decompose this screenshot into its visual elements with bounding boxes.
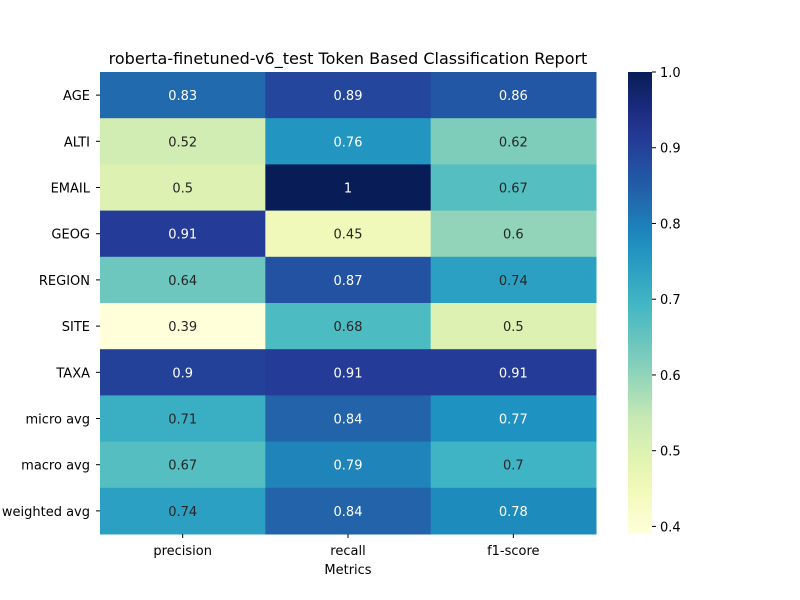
cell-value-label: 0.62 — [499, 135, 528, 150]
heatmap-cell — [100, 303, 266, 350]
cell-value-label: 0.68 — [334, 320, 363, 335]
cell-value-label: 0.74 — [168, 505, 197, 520]
x-tick-label: precision — [153, 544, 212, 559]
y-tick-label: GEOG — [51, 228, 90, 243]
colorbar-tick-label: 1.0 — [660, 66, 681, 81]
cell-value-label: 0.91 — [334, 366, 363, 381]
heatmap-cell — [430, 487, 597, 535]
x-tick-label: f1-score — [487, 544, 539, 559]
heatmap-cell — [430, 72, 597, 119]
heatmap-cell — [265, 441, 432, 489]
y-tick-labels: AGE ALTI EMAIL GEOG REGION SITE TAXA micro avg m… — [2, 89, 100, 520]
heatmap-cell — [100, 441, 266, 489]
heatmap-cell — [430, 303, 597, 350]
heatmap-cell — [430, 118, 597, 165]
chart-title: roberta-finetuned-v6_test Token Based Cl… — [109, 49, 588, 69]
heatmap-cells — [100, 72, 597, 535]
colorbar-tick-label: 0.6 — [660, 369, 681, 384]
cell-value-label: 0.91 — [499, 366, 528, 381]
x-tick-labels: precision recall f1-score — [153, 534, 540, 559]
colorbar-tick-label: 0.8 — [660, 217, 681, 232]
colorbar-tick-label: 0.5 — [660, 445, 681, 460]
cell-value-label: 0.5 — [503, 320, 524, 335]
heatmap-cell — [265, 349, 432, 396]
heatmap-cell — [265, 72, 432, 119]
y-tick-label: AGE — [63, 89, 90, 104]
colorbar-tick-label: 0.7 — [660, 293, 681, 308]
y-tick-label: micro avg — [26, 413, 90, 428]
cell-value-label: 0.83 — [168, 89, 197, 104]
cell-value-label: 0.5 — [172, 182, 193, 197]
y-tick-label: EMAIL — [51, 182, 91, 197]
x-axis-label: Metrics — [324, 563, 371, 578]
heatmap-cell — [100, 487, 266, 535]
cell-value-label: 0.79 — [334, 459, 363, 474]
cell-value-label: 0.45 — [334, 228, 363, 243]
heatmap-cell — [430, 395, 597, 443]
cell-value-label: 0.86 — [499, 89, 528, 104]
y-tick-label: REGION — [39, 274, 90, 289]
heatmap-cell — [265, 256, 432, 304]
heatmap-cell — [265, 210, 432, 258]
heatmap-cell — [430, 349, 597, 396]
y-tick-label: ALTI — [64, 135, 90, 150]
cell-value-label: 0.91 — [168, 228, 197, 243]
cell-value-label: 0.71 — [168, 413, 197, 428]
heatmap-cell — [265, 395, 432, 443]
heatmap-cell — [100, 118, 266, 165]
cell-value-label: 0.39 — [168, 320, 197, 335]
cell-value-label: 0.6 — [503, 228, 524, 243]
heatmap-cell — [430, 210, 597, 258]
cell-value-label: 0.87 — [334, 274, 363, 289]
colorbar-gradient — [628, 72, 652, 534]
cell-value-label: 1 — [344, 182, 352, 197]
heatmap-cell — [100, 210, 266, 258]
colorbar: 0.4 0.5 0.6 0.7 0.8 0.9 1.0 — [628, 66, 681, 535]
x-tick-label: recall — [330, 544, 365, 559]
heatmap-cell — [430, 164, 597, 212]
heatmap-cell — [100, 395, 266, 443]
colorbar-tick-label: 0.4 — [660, 520, 681, 535]
heatmap-cell — [100, 349, 266, 396]
cell-value-label: 0.89 — [334, 89, 363, 104]
colorbar-tick-label: 0.9 — [660, 142, 681, 157]
cell-value-label: 0.9 — [172, 366, 193, 381]
heatmap-cell — [265, 487, 432, 535]
cell-value-label: 0.67 — [499, 182, 528, 197]
cell-value-label: 0.7 — [503, 459, 524, 474]
cell-value-label: 0.64 — [168, 274, 197, 289]
heatmap-cell — [100, 256, 266, 304]
y-tick-label: macro avg — [21, 459, 90, 474]
cell-value-label: 0.52 — [168, 135, 197, 150]
heatmap-cell — [430, 441, 597, 489]
cell-value-label: 0.78 — [499, 505, 528, 520]
cell-value-label: 0.76 — [334, 135, 363, 150]
cell-value-label: 0.84 — [334, 505, 363, 520]
heatmap-cell — [265, 164, 432, 212]
heatmap-cell — [265, 118, 432, 165]
heatmap-cell — [100, 72, 266, 119]
heatmap-cell — [265, 303, 432, 350]
cell-value-label: 0.84 — [334, 413, 363, 428]
heatmap-cell — [100, 164, 266, 212]
y-tick-label: SITE — [62, 320, 90, 335]
heatmap-cell — [430, 256, 597, 304]
cell-value-label: 0.77 — [499, 413, 528, 428]
heatmap-annotations: 0.83 0.89 0.86 0.52 0.76 0.62 0.5 1 0.67 0.91 0.45… — [168, 89, 528, 520]
y-tick-label: TAXA — [55, 366, 90, 381]
cell-value-label: 0.67 — [168, 459, 197, 474]
y-tick-label: weighted avg — [2, 505, 90, 520]
cell-value-label: 0.74 — [499, 274, 528, 289]
